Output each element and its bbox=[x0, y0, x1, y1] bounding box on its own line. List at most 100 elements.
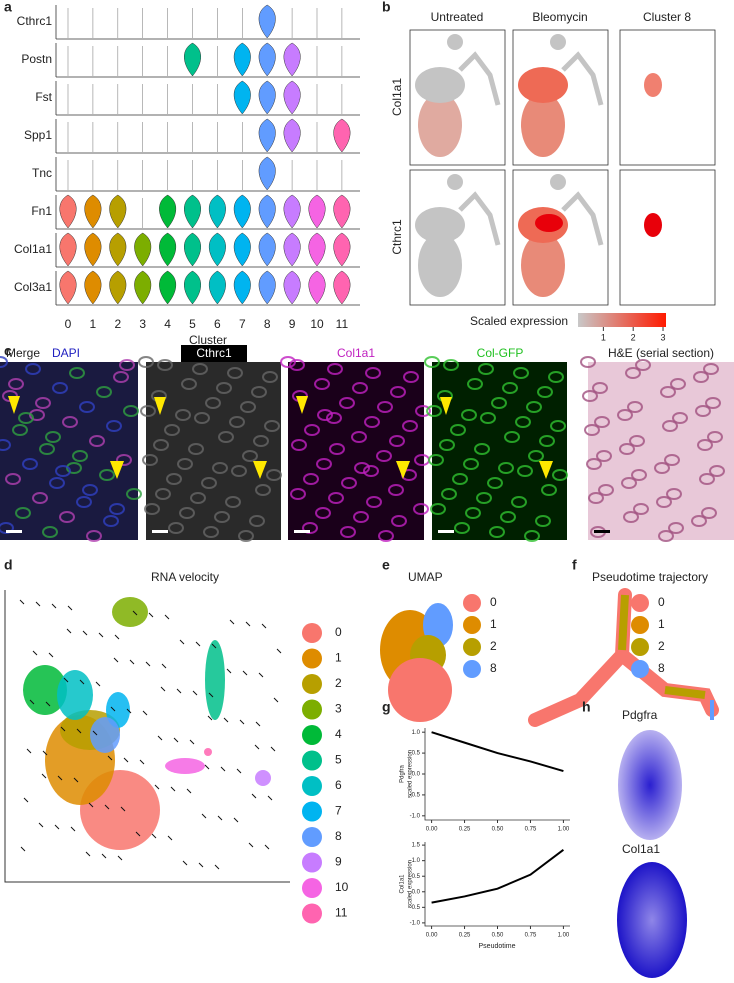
legend-label: 1 bbox=[658, 617, 665, 631]
cluster-cells bbox=[165, 758, 205, 774]
cell bbox=[231, 465, 247, 477]
x-axis-label: Pseudotime bbox=[479, 943, 516, 950]
legend-label: 0 bbox=[490, 595, 497, 609]
violin bbox=[258, 270, 276, 305]
cell bbox=[153, 439, 169, 451]
cell bbox=[454, 522, 470, 534]
cell bbox=[633, 503, 649, 515]
violin bbox=[59, 232, 77, 267]
legend-label: 9 bbox=[335, 855, 342, 869]
velocity-arrow bbox=[217, 815, 223, 821]
cell bbox=[192, 363, 208, 375]
cell bbox=[463, 458, 479, 470]
velocity-arrow bbox=[66, 628, 72, 634]
row-label: Cthrc1 bbox=[390, 219, 404, 255]
velocity-arrow bbox=[195, 641, 201, 647]
axes bbox=[424, 842, 570, 927]
panel-title: RNA velocity bbox=[151, 570, 219, 584]
legend-label: 10 bbox=[335, 880, 349, 894]
umap-arm bbox=[458, 51, 501, 106]
velocity-arrow bbox=[258, 672, 264, 678]
violin bbox=[233, 80, 251, 115]
cell bbox=[291, 439, 307, 451]
violin bbox=[59, 194, 77, 229]
cell bbox=[513, 367, 529, 379]
row-label: Col1a1 bbox=[390, 78, 404, 116]
y-axis-label: scaled expression bbox=[408, 860, 414, 908]
velocity-arrow bbox=[57, 775, 63, 781]
violin bbox=[258, 4, 276, 39]
cell bbox=[500, 511, 516, 523]
cluster-cells bbox=[255, 770, 271, 786]
violin bbox=[184, 194, 201, 229]
cell bbox=[528, 450, 544, 462]
legend-label: 1 bbox=[490, 617, 497, 631]
y-axis-label: Pdgfra bbox=[400, 765, 406, 783]
velocity-arrow bbox=[73, 777, 79, 783]
velocity-arrow bbox=[82, 630, 88, 636]
velocity-arrow bbox=[85, 851, 91, 857]
umap-blob bbox=[415, 67, 465, 103]
cell bbox=[537, 386, 553, 398]
cluster-cells bbox=[205, 640, 225, 720]
cell bbox=[99, 469, 115, 481]
velocity-arrow bbox=[239, 719, 245, 725]
violin bbox=[109, 194, 127, 229]
gene-label: Postn bbox=[21, 52, 52, 66]
umap-blob bbox=[550, 174, 566, 190]
cluster-label: 5 bbox=[189, 317, 196, 331]
cell bbox=[631, 469, 647, 481]
cell bbox=[504, 431, 520, 443]
y-tick-label: 1.5 bbox=[412, 843, 421, 849]
violin bbox=[184, 42, 201, 77]
violin bbox=[333, 270, 351, 305]
velocity-arrow bbox=[151, 833, 157, 839]
velocity-arrow bbox=[76, 728, 82, 734]
scale-bar bbox=[294, 530, 310, 533]
cell bbox=[106, 420, 122, 432]
gene-label: Col3a1 bbox=[14, 280, 52, 294]
line-series bbox=[431, 848, 565, 904]
legend-dot bbox=[302, 903, 322, 924]
cell bbox=[502, 382, 518, 394]
cell bbox=[113, 371, 129, 383]
cell bbox=[621, 477, 637, 489]
legend-label: 0 bbox=[658, 595, 665, 609]
x-tick-label: 0.25 bbox=[459, 933, 471, 939]
arrowhead bbox=[296, 396, 308, 414]
cell bbox=[253, 435, 269, 447]
panel-letter: c bbox=[4, 343, 12, 359]
cell bbox=[586, 458, 602, 470]
violin bbox=[258, 42, 276, 77]
y-axis-label: Col1a1 bbox=[400, 874, 406, 894]
cell bbox=[0, 356, 8, 368]
x-tick-label: 1.00 bbox=[558, 933, 570, 939]
cell bbox=[541, 484, 557, 496]
cell bbox=[255, 484, 271, 496]
violin bbox=[159, 232, 177, 267]
velocity-arrow bbox=[63, 677, 69, 683]
cell bbox=[352, 382, 368, 394]
velocity-arrow bbox=[123, 757, 129, 763]
umap-blob bbox=[447, 174, 463, 190]
violin bbox=[109, 232, 127, 267]
cell bbox=[214, 511, 230, 523]
cell bbox=[175, 409, 191, 421]
cell bbox=[452, 473, 468, 485]
velocity-arrow bbox=[26, 748, 32, 754]
cell bbox=[42, 526, 58, 538]
cell bbox=[12, 424, 28, 436]
cell bbox=[511, 496, 527, 508]
cell bbox=[238, 530, 254, 542]
legend-label: 4 bbox=[335, 727, 342, 741]
column-label: Cluster 8 bbox=[643, 10, 691, 24]
arrowhead bbox=[440, 397, 452, 415]
violin bbox=[283, 118, 301, 153]
velocity-arrow bbox=[95, 681, 101, 687]
cell bbox=[8, 378, 24, 390]
legend-dot bbox=[302, 648, 322, 669]
image-label: Cthrc1 bbox=[196, 346, 232, 360]
x-tick-label: 0.50 bbox=[492, 827, 504, 833]
cell bbox=[341, 477, 357, 489]
velocity-arrow bbox=[79, 679, 85, 685]
